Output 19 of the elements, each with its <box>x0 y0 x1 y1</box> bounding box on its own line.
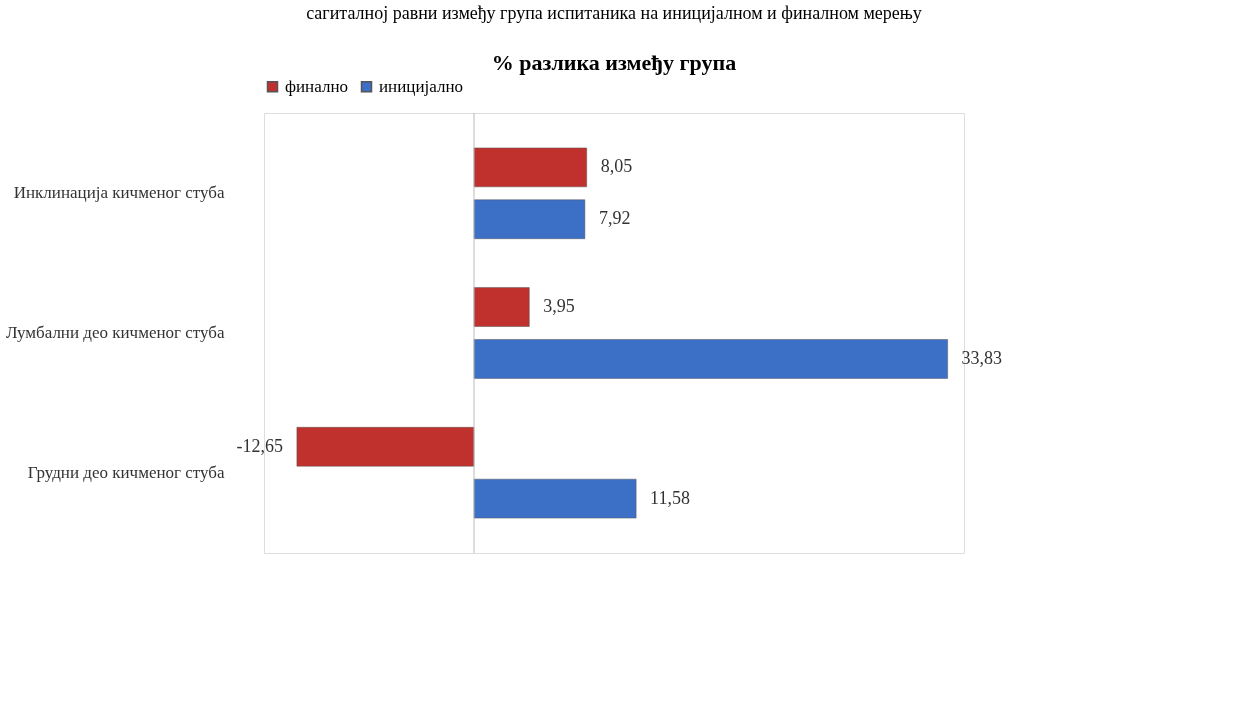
bar <box>473 339 948 379</box>
bar <box>296 427 475 467</box>
legend-label: финално <box>285 76 348 96</box>
y-tick-label: Лумбални део кичменог стуба <box>5 323 225 342</box>
y-tick-label: Грудни део кичменог стуба <box>27 462 225 482</box>
bar <box>473 287 530 327</box>
bar <box>473 147 587 188</box>
data-label: 7,92 <box>598 208 631 229</box>
data-label: 11,58 <box>650 487 690 508</box>
bar <box>473 199 586 239</box>
data-label: 3,95 <box>543 296 575 317</box>
y-tick-label: Инклинација кичменог стуба <box>13 183 225 203</box>
chart-title: % разлика између група <box>491 50 737 75</box>
bar <box>473 478 637 519</box>
legend-label: иницијално <box>379 76 463 96</box>
data-label: -12,65 <box>236 435 283 456</box>
data-label: 8,05 <box>600 156 633 177</box>
data-label: 33,83 <box>961 347 1003 368</box>
text: сагиталној равни између група испитаника на иницијалном и финалном мерењу <box>306 3 922 23</box>
